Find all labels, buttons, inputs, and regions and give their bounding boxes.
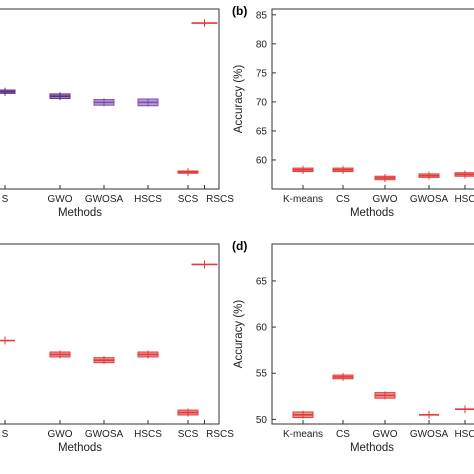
y-tick-label: 80 — [256, 39, 268, 50]
plot-frame — [0, 243, 220, 425]
x-tick-label: HSC — [454, 194, 474, 205]
x-tick-label: HSC — [454, 429, 474, 440]
y-tick-label: 50 — [256, 415, 268, 426]
plot-frame — [0, 8, 220, 190]
x-axis-label: Methods — [350, 207, 394, 219]
x-tick-label: K-means — [283, 194, 323, 205]
y-tick-label: 75 — [256, 68, 268, 79]
x-tick-label: K-means — [283, 429, 323, 440]
x-axis-label: Methods — [350, 442, 394, 454]
x-tick-label: GWOSA — [85, 194, 124, 205]
plot-frame — [271, 243, 474, 425]
x-tick-label: GWOSA — [410, 194, 449, 205]
x-tick-label: SCS — [178, 429, 199, 440]
x-tick-label: RSCS — [206, 429, 234, 440]
x-axis-label: Methods — [58, 207, 102, 219]
y-tick-label: 65 — [256, 276, 268, 287]
x-tick-label: CS — [336, 194, 350, 205]
x-axis-label: Methods — [58, 442, 102, 454]
x-tick-label: S — [2, 429, 9, 440]
x-tick-label: RSCS — [206, 194, 234, 205]
x-tick-label: GWOSA — [85, 429, 124, 440]
plot-frame — [271, 8, 474, 190]
x-tick-label: GWO — [373, 194, 398, 205]
x-tick-label: GWO — [373, 429, 398, 440]
panel-label: (b) — [232, 4, 247, 18]
x-tick-label: GWO — [48, 429, 73, 440]
x-tick-label: HSCS — [134, 194, 162, 205]
x-tick-label: SCS — [178, 194, 199, 205]
y-tick-label: 60 — [256, 323, 268, 334]
x-tick-label: GWOSA — [410, 429, 449, 440]
y-axis-label: Accuracy (%) — [233, 65, 245, 134]
panel-label: (d) — [232, 239, 247, 253]
y-tick-label: 60 — [256, 155, 268, 166]
y-tick-label: 70 — [256, 97, 268, 108]
y-tick-label: 55 — [256, 369, 268, 380]
x-tick-label: HSCS — [134, 429, 162, 440]
x-tick-label: GWO — [48, 194, 73, 205]
y-tick-label: 85 — [256, 10, 268, 21]
x-tick-label: CS — [336, 429, 350, 440]
y-tick-label: 65 — [256, 126, 268, 137]
x-tick-label: S — [2, 194, 9, 205]
y-axis-label: Accuracy (%) — [233, 300, 245, 369]
